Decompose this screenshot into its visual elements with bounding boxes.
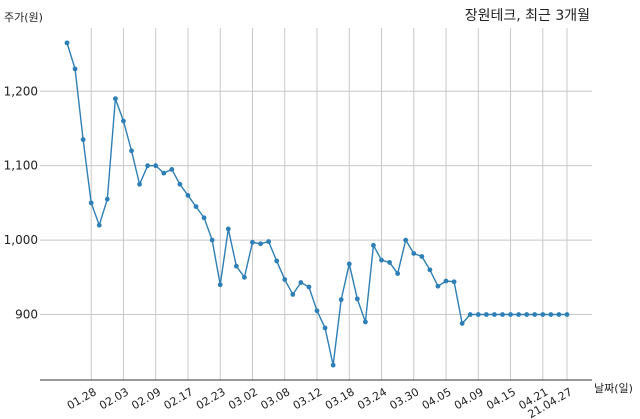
data-point [64, 40, 70, 46]
x-tick-label: 01.28 [65, 385, 99, 412]
x-tick-label: 03.30 [387, 385, 421, 412]
chart-title: 장원테크, 최근 3개월 [465, 8, 590, 24]
x-tick-label: 02.17 [162, 385, 196, 412]
y-tick-label: 1,200 [4, 84, 38, 98]
data-point [459, 321, 465, 326]
x-tick-label: 03.02 [226, 385, 260, 412]
data-point [258, 241, 263, 247]
data-point [298, 280, 304, 285]
data-point [524, 312, 530, 317]
data-point [169, 166, 175, 172]
data-point [532, 312, 538, 317]
data-point [282, 277, 288, 282]
data-point [161, 170, 167, 176]
x-tick-label: 04.09 [452, 385, 486, 412]
data-point [403, 237, 409, 243]
data-point [153, 163, 159, 169]
data-point [500, 312, 505, 317]
data-point [250, 239, 255, 245]
y-axis-label: 주가(원) [4, 11, 43, 24]
y-tick-labels: 900 1,000 1,100 1,200 [4, 84, 38, 321]
x-tick-label: 02.09 [129, 385, 163, 412]
data-point [145, 163, 151, 169]
grid-layer [40, 28, 592, 380]
data-point [346, 261, 352, 267]
data-point [72, 66, 78, 72]
data-point [225, 226, 231, 232]
data-point [338, 297, 344, 303]
data-point [483, 312, 489, 317]
data-point [379, 257, 384, 263]
data-point [112, 96, 118, 102]
data-point [177, 181, 183, 187]
data-point [193, 204, 199, 210]
data-point [508, 312, 513, 317]
data-point [443, 278, 449, 284]
x-tick-label: 03.24 [355, 385, 389, 412]
data-point [556, 312, 562, 317]
data-point [564, 312, 570, 317]
x-tick-label: 02.03 [97, 385, 131, 412]
data-point [387, 260, 392, 265]
x-tick-label: 04.05 [420, 385, 454, 412]
data-point [395, 271, 401, 276]
y-tick-label: 900 [15, 308, 38, 322]
data-point [371, 242, 376, 248]
data-point [306, 284, 312, 290]
data-point [330, 362, 336, 368]
x-tick-label: 03.12 [291, 385, 325, 412]
data-point [435, 283, 441, 289]
x-tick-label: 03.08 [258, 385, 292, 412]
data-point [411, 251, 417, 256]
x-tick-labels: 01.2802.0302.0902.1702.2303.0203.0803.12… [65, 385, 575, 419]
data-point [201, 215, 207, 221]
data-point [233, 263, 239, 269]
data-point [467, 312, 473, 317]
data-point [492, 312, 497, 317]
y-tick-label: 1,100 [4, 159, 38, 173]
data-point [274, 258, 280, 264]
data-point [322, 325, 328, 331]
x-tick-label: 04.15 [484, 385, 518, 412]
data-point [427, 267, 433, 273]
data-point [209, 237, 215, 243]
data-point [548, 312, 554, 317]
data-point [121, 118, 126, 124]
data-point [242, 274, 247, 280]
data-point [266, 239, 272, 244]
data-point [475, 312, 481, 317]
data-point [137, 181, 142, 187]
points-layer [64, 40, 570, 368]
data-point [80, 137, 86, 143]
data-point [516, 312, 522, 317]
data-point [96, 222, 102, 228]
data-point [451, 279, 457, 285]
data-point [88, 200, 94, 206]
data-point [290, 292, 296, 297]
data-point [314, 308, 320, 314]
data-point [217, 282, 223, 288]
data-point [362, 319, 368, 325]
data-point [104, 196, 110, 202]
data-point [354, 296, 360, 302]
x-tick-label: 03.18 [323, 385, 357, 412]
data-point [185, 193, 191, 198]
y-tick-label: 1,000 [4, 233, 38, 247]
x-axis-label: 날짜(일) [594, 381, 633, 395]
x-tick-label: 02.23 [194, 385, 228, 412]
data-point [129, 148, 134, 154]
data-point [419, 254, 425, 259]
data-point [540, 312, 546, 317]
